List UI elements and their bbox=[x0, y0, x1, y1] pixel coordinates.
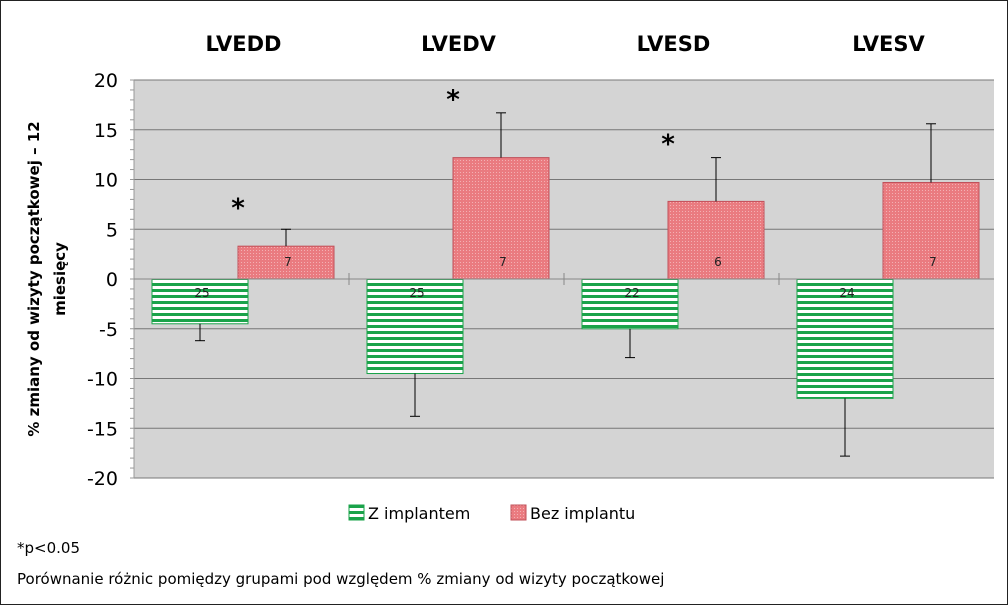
y-axis-title: % zmiany od wizyty początkowej – 12 miesi… bbox=[25, 121, 69, 436]
y-axis-title-line: miesięcy bbox=[51, 242, 69, 316]
category-title: LVEDV bbox=[421, 32, 497, 56]
y-tick-label: -20 bbox=[87, 468, 118, 490]
significance-marker: * bbox=[231, 193, 245, 223]
significance-marker: * bbox=[661, 130, 675, 160]
legend-swatch bbox=[510, 504, 527, 521]
n-label: 22 bbox=[624, 286, 639, 300]
caption: Porównanie różnic pomiędzy grupami pod w… bbox=[17, 570, 665, 588]
bar-bez-implantu bbox=[452, 157, 550, 280]
chart-canvas: 20 15 10 5 0 -5 -10 -15 -20 % zmiany od wizyty po… bbox=[25, 32, 994, 523]
bar-z-implantem bbox=[581, 278, 679, 330]
y-tick-label: -5 bbox=[99, 319, 118, 341]
n-label: 6 bbox=[714, 255, 722, 269]
y-tick-label: 0 bbox=[106, 269, 118, 291]
legend-swatch bbox=[348, 504, 365, 521]
category-title: LVEDD bbox=[206, 32, 282, 56]
significance-marker: * bbox=[446, 85, 460, 115]
legend-label: Bez implantu bbox=[530, 504, 635, 523]
footnote: *p<0.05 bbox=[17, 539, 80, 557]
bar-bez-implantu bbox=[882, 181, 980, 280]
legend-label: Z implantem bbox=[368, 504, 470, 523]
bar-z-implantem bbox=[151, 278, 249, 325]
n-label: 7 bbox=[499, 255, 507, 269]
y-tick-label: -10 bbox=[87, 369, 118, 391]
n-label: 7 bbox=[929, 255, 937, 269]
y-tick-label: 10 bbox=[94, 170, 118, 192]
y-tick-label: 5 bbox=[106, 219, 118, 241]
n-label: 25 bbox=[194, 286, 209, 300]
y-tick-label: 15 bbox=[94, 120, 118, 142]
bar-z-implantem bbox=[366, 278, 464, 375]
bar-z-implantem bbox=[796, 278, 894, 399]
n-label: 24 bbox=[839, 286, 854, 300]
n-label: 7 bbox=[284, 255, 292, 269]
category-title: LVESD bbox=[637, 32, 711, 56]
y-axis-title-line: % zmiany od wizyty początkowej – 12 bbox=[25, 121, 43, 436]
category-title: LVESV bbox=[852, 32, 925, 56]
n-label: 25 bbox=[409, 286, 424, 300]
y-tick-label: -15 bbox=[87, 418, 118, 440]
y-tick-label: 20 bbox=[94, 70, 118, 92]
